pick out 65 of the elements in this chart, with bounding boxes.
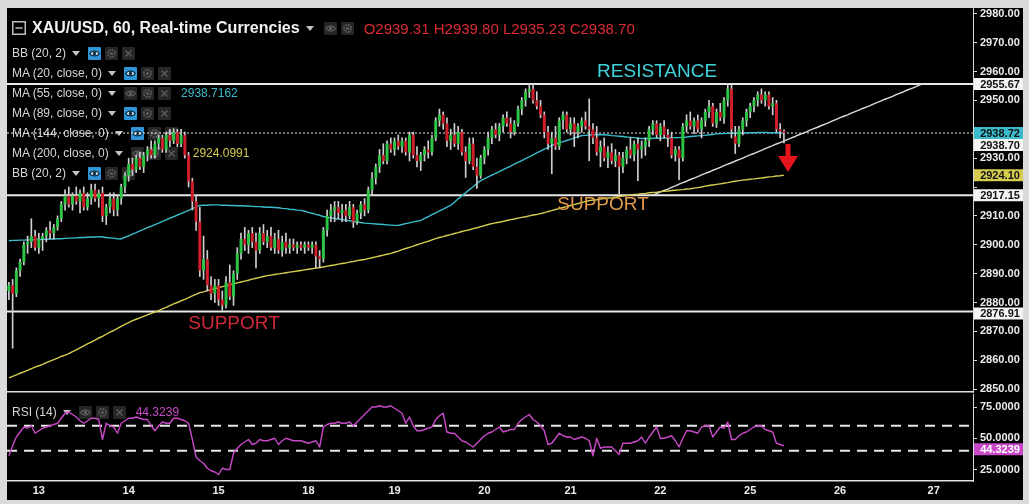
candlestick bbox=[569, 117, 572, 136]
annotation: 2938.7162 bbox=[181, 85, 238, 100]
y-tick-label: 2980.00 bbox=[980, 6, 1020, 19]
annotation: BB (20, 2) bbox=[12, 45, 67, 60]
y-tick-label: 2910.00 bbox=[980, 208, 1020, 221]
x-tick-label: 21 bbox=[564, 483, 577, 496]
annotation: MA (89, close, 0) bbox=[12, 105, 103, 120]
ref-line-label: SUPPORT bbox=[188, 311, 281, 333]
candlestick bbox=[550, 131, 554, 175]
text: 2924.10 bbox=[980, 168, 1020, 181]
annotation: MA (20, close, 0) bbox=[12, 65, 103, 80]
y-tick-label: 2870.00 bbox=[980, 324, 1020, 337]
candlestick bbox=[393, 137, 397, 156]
y-tick-label: 2890.00 bbox=[980, 266, 1020, 279]
candlestick bbox=[408, 131, 411, 162]
annotation: RSI (14) bbox=[12, 404, 57, 419]
annotation: MA (144, close, 0) bbox=[12, 125, 109, 140]
candlestick bbox=[771, 97, 775, 116]
x-tick-label: 22 bbox=[654, 483, 667, 496]
x-tick-label: 15 bbox=[212, 483, 225, 496]
y-tick-label: 2900.00 bbox=[980, 237, 1020, 250]
candlestick bbox=[310, 241, 314, 254]
x-tick-label: 19 bbox=[388, 483, 401, 496]
y-tick-label: 2850.00 bbox=[980, 382, 1020, 395]
candlestick bbox=[340, 204, 344, 222]
candlestick bbox=[261, 224, 265, 246]
y-tick-label: 50.0000 bbox=[980, 431, 1020, 444]
y-tick-label: 2880.00 bbox=[980, 295, 1020, 308]
y-tick-label: 2970.00 bbox=[980, 35, 1020, 48]
text: 2876.91 bbox=[980, 307, 1020, 320]
y-tick-label: 2960.00 bbox=[980, 64, 1020, 77]
y-tick-label: 2930.00 bbox=[980, 151, 1020, 164]
y-tick-label: 2950.00 bbox=[980, 93, 1020, 106]
text: XAU/USD, 60, Real-time Currencies bbox=[32, 19, 300, 37]
text: 44.3239 bbox=[980, 442, 1020, 455]
candlestick bbox=[100, 186, 104, 222]
x-tick-label: 18 bbox=[302, 483, 315, 496]
annotation: BB (20, 2) bbox=[12, 165, 67, 180]
annotation: 44.3239 bbox=[135, 404, 180, 419]
text: 2938.70 bbox=[980, 138, 1020, 151]
y-tick-label: 75.0000 bbox=[980, 400, 1020, 413]
ref-line-label: RESISTANCE bbox=[597, 60, 718, 82]
text: 2955.67 bbox=[980, 77, 1020, 90]
x-tick-label: 14 bbox=[122, 483, 136, 496]
text: 2917.15 bbox=[980, 188, 1020, 201]
x-tick-label: 13 bbox=[32, 483, 45, 496]
x-tick-label: 20 bbox=[478, 483, 491, 496]
candlestick bbox=[587, 98, 591, 162]
text: O2939.31 H2939.80 L2935.23 C2938.70 bbox=[363, 19, 635, 37]
candlestick bbox=[426, 140, 430, 159]
candlestick bbox=[288, 238, 292, 254]
candlestick bbox=[243, 227, 247, 251]
x-tick-label: 26 bbox=[833, 483, 847, 496]
text: 2938.72 bbox=[980, 126, 1020, 139]
annotation: MA (200, close, 0) bbox=[12, 145, 109, 160]
annotation: MA (55, close, 0) bbox=[12, 85, 103, 100]
x-tick-label: 27 bbox=[927, 483, 940, 496]
x-tick-label: 25 bbox=[744, 483, 757, 496]
candlestick bbox=[295, 241, 299, 254]
candlestick bbox=[527, 83, 531, 98]
y-tick-label: 25.0000 bbox=[980, 462, 1020, 475]
annotation: 2924.0991 bbox=[192, 145, 250, 160]
candlestick bbox=[48, 221, 52, 240]
y-tick-label: 2860.00 bbox=[980, 353, 1020, 366]
candlestick bbox=[247, 229, 250, 254]
